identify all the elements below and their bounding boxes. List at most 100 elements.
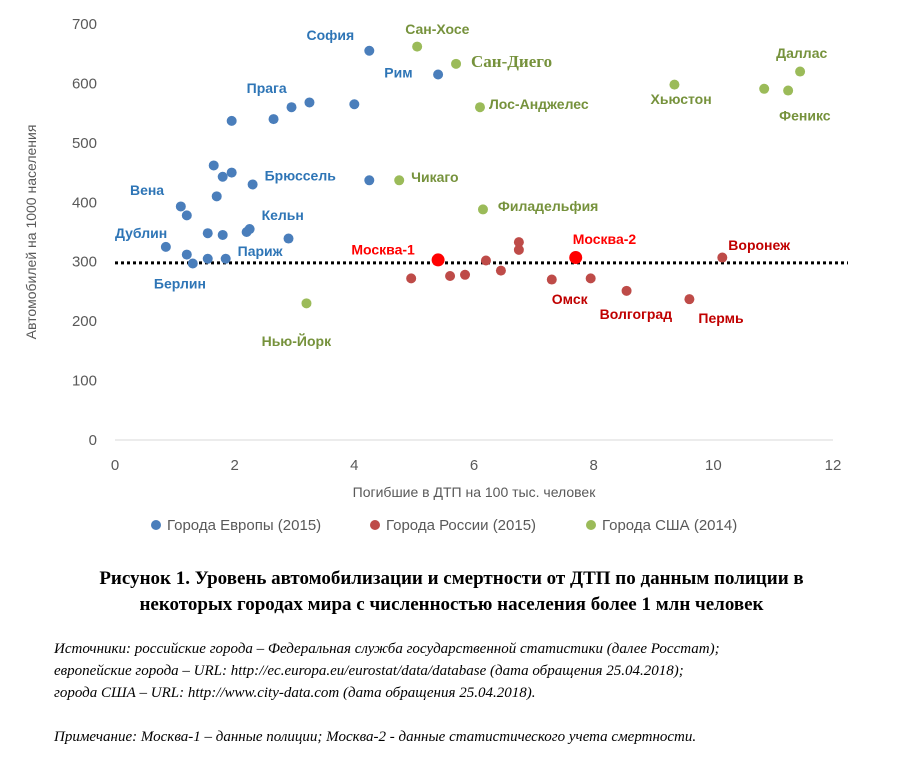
point-label: Филадельфия [498, 198, 598, 214]
data-point [474, 102, 485, 113]
data-point [220, 253, 231, 264]
data-point [202, 228, 213, 239]
data-point [546, 274, 557, 285]
y-tick-label: 200 [72, 313, 97, 330]
x-axis-title: Погибшие в ДТП на 100 тыс. человек [353, 484, 597, 500]
data-point [477, 204, 488, 215]
data-point [480, 255, 491, 266]
sources-line-2: европейские города – URL: http://ec.euro… [54, 663, 684, 679]
point-label: Феникс [779, 107, 831, 123]
highlight-point [431, 253, 445, 267]
data-point [226, 167, 237, 178]
x-tick-label: 12 [825, 457, 842, 474]
caption-line-2: некоторых городах мира с численностью на… [139, 594, 764, 615]
data-point [433, 69, 444, 80]
point-label: Рим [384, 64, 412, 80]
data-point [406, 273, 417, 284]
point-label: Дублин [115, 225, 167, 241]
data-point [795, 66, 806, 77]
legend: Города Европы (2015) Города России (2015)… [151, 517, 737, 534]
data-point [226, 115, 237, 126]
point-label: Хьюстон [651, 91, 712, 107]
legend-marker [370, 520, 380, 530]
point-label: Кельн [262, 207, 304, 223]
data-point [175, 201, 186, 212]
y-tick-label: 300 [72, 254, 97, 271]
legend-label: Города России (2015) [386, 517, 536, 534]
point-label: Омск [552, 291, 589, 307]
data-point [160, 241, 171, 252]
data-point [445, 270, 456, 281]
x-tick-label: 2 [230, 457, 238, 474]
y-tick-label: 0 [89, 432, 97, 449]
data-point [181, 210, 192, 221]
data-point [217, 171, 228, 182]
y-axis-title: Автомобилей на 1000 населения [23, 125, 39, 340]
data-points [160, 41, 806, 309]
point-label: Вена [130, 182, 164, 198]
data-point [217, 229, 228, 240]
data-point [495, 265, 506, 276]
data-point [783, 85, 794, 96]
point-label: Воронеж [728, 237, 791, 253]
data-point [585, 273, 596, 284]
sources-line-3: города США – URL: http://www.city-data.c… [54, 685, 536, 701]
point-label: Чикаго [411, 169, 458, 185]
data-point [364, 175, 375, 186]
point-label: Даллас [776, 45, 827, 61]
data-point [684, 294, 695, 305]
figure-caption: Рисунок 1. Уровень автомобилизации и сме… [0, 566, 903, 618]
data-point [268, 114, 279, 125]
data-point [286, 102, 297, 113]
data-point [349, 99, 360, 110]
data-point [717, 252, 728, 263]
point-labels: София Рим Прага Брюссель Вена Кельн Дублин Пари… [115, 21, 831, 349]
highlight-point [569, 251, 583, 265]
caption-line-1: Рисунок 1. Уровень автомобилизации и сме… [99, 568, 804, 589]
x-tick-label: 6 [470, 457, 478, 474]
scatter-chart: 0 100 200 300 400 500 600 700 0 2 4 6 8 10 12 Погибшие … [23, 16, 848, 534]
data-point [283, 233, 294, 244]
y-tick-label: 600 [72, 75, 97, 92]
data-point [211, 191, 222, 202]
data-point [621, 285, 632, 296]
legend-marker [151, 520, 161, 530]
data-point [451, 58, 462, 69]
legend-label: Города Европы (2015) [167, 517, 321, 534]
point-label: Москва-1 [351, 242, 415, 258]
data-point [669, 79, 680, 90]
point-label: Нью-Йорк [262, 332, 333, 349]
data-point [181, 249, 192, 260]
data-point [394, 175, 405, 186]
point-label: Прага [247, 80, 287, 96]
data-point [301, 298, 312, 309]
sources-line-1: Источники: российские города – Федеральн… [54, 641, 720, 657]
data-point [759, 83, 770, 94]
y-tick-label: 700 [72, 16, 97, 33]
point-label: Берлин [154, 275, 206, 291]
point-label: Париж [238, 243, 284, 259]
figure-sources: Источники: российские города – Федеральн… [54, 638, 894, 704]
data-point [364, 45, 375, 56]
point-label: Брюссель [265, 167, 337, 183]
x-tick-label: 0 [111, 457, 119, 474]
y-tick-label: 100 [72, 373, 97, 390]
y-tick-label: 500 [72, 135, 97, 152]
data-point [202, 253, 213, 264]
data-point [304, 97, 315, 108]
data-point [412, 41, 423, 52]
y-tick-label: 400 [72, 194, 97, 211]
x-tick-label: 8 [589, 457, 597, 474]
data-point [247, 179, 258, 190]
point-label: Москва-2 [573, 231, 637, 247]
x-tick-label: 10 [705, 457, 722, 474]
point-label: Пермь [698, 310, 744, 326]
point-label: София [306, 27, 354, 43]
data-point [513, 244, 524, 255]
chart-axes: 0 100 200 300 400 500 600 700 0 2 4 6 8 10 12 Погибшие … [23, 16, 841, 500]
legend-marker [586, 520, 596, 530]
point-label: Сан-Хосе [405, 21, 469, 37]
data-point [460, 269, 471, 280]
data-point [187, 258, 198, 269]
data-point [208, 160, 219, 171]
